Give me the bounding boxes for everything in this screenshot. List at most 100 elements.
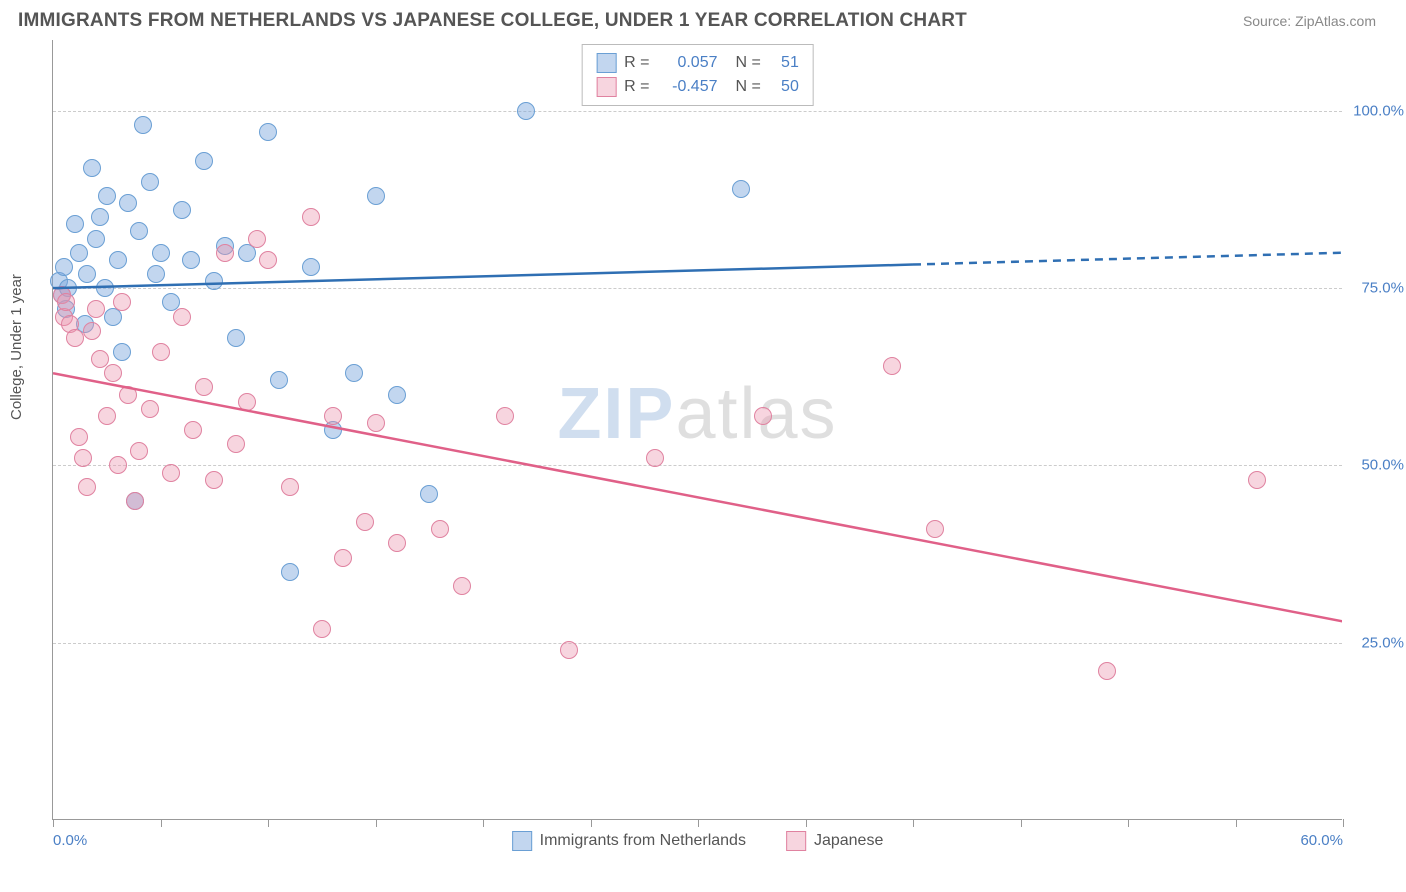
data-point [173, 308, 191, 326]
data-point [227, 329, 245, 347]
legend-n-label: N = [736, 75, 761, 99]
data-point [66, 215, 84, 233]
data-point [130, 222, 148, 240]
data-point [98, 187, 116, 205]
data-point [126, 492, 144, 510]
data-point [113, 293, 131, 311]
data-point [431, 520, 449, 538]
legend-label: Japanese [814, 832, 883, 850]
chart-title: IMMIGRANTS FROM NETHERLANDS VS JAPANESE … [18, 10, 967, 32]
data-point [184, 421, 202, 439]
legend-swatch [512, 831, 532, 851]
data-point [98, 407, 116, 425]
data-point [302, 208, 320, 226]
data-point [91, 208, 109, 226]
data-point [66, 329, 84, 347]
data-point [259, 123, 277, 141]
data-point [119, 386, 137, 404]
data-point [195, 152, 213, 170]
legend-r-label: R = [624, 51, 649, 75]
data-point [83, 322, 101, 340]
legend-swatch [786, 831, 806, 851]
legend-item: Immigrants from Netherlands [512, 831, 746, 851]
y-tick-label: 100.0% [1353, 102, 1404, 119]
legend-n-value: 51 [769, 51, 799, 75]
gridline-h [53, 288, 1342, 289]
x-tick [591, 819, 592, 827]
data-point [109, 456, 127, 474]
data-point [130, 442, 148, 460]
data-point [1248, 471, 1266, 489]
data-point [216, 244, 234, 262]
legend-n-label: N = [736, 51, 761, 75]
data-point [96, 279, 114, 297]
gridline-h [53, 643, 1342, 644]
data-point [74, 449, 92, 467]
y-tick-label: 50.0% [1361, 457, 1404, 474]
data-point [173, 201, 191, 219]
watermark-zip: ZIP [557, 374, 675, 454]
data-point [270, 371, 288, 389]
data-point [78, 265, 96, 283]
x-tick [1021, 819, 1022, 827]
data-point [57, 293, 75, 311]
x-tick [698, 819, 699, 827]
data-point [141, 400, 159, 418]
chart-container: College, Under 1 year ZIPatlas 25.0%50.0… [18, 40, 1388, 880]
x-tick-label: 0.0% [53, 832, 87, 849]
data-point [70, 428, 88, 446]
data-point [195, 378, 213, 396]
chart-header: IMMIGRANTS FROM NETHERLANDS VS JAPANESE … [0, 0, 1406, 38]
legend-swatch [596, 77, 616, 97]
data-point [83, 159, 101, 177]
data-point [420, 485, 438, 503]
data-point [646, 449, 664, 467]
plot-area: ZIPatlas 25.0%50.0%75.0%100.0%0.0%60.0%R… [52, 40, 1342, 820]
source-label: Source: ZipAtlas.com [1243, 13, 1376, 29]
gridline-h [53, 465, 1342, 466]
data-point [1098, 662, 1116, 680]
data-point [388, 534, 406, 552]
legend-r-label: R = [624, 75, 649, 99]
x-tick [1343, 819, 1344, 827]
data-point [87, 230, 105, 248]
data-point [87, 300, 105, 318]
y-axis-label: College, Under 1 year [8, 274, 25, 420]
data-point [55, 258, 73, 276]
x-tick [53, 819, 54, 827]
data-point [313, 620, 331, 638]
x-tick [376, 819, 377, 827]
x-tick [1236, 819, 1237, 827]
data-point [162, 464, 180, 482]
trend-lines [53, 40, 1342, 819]
legend-row: R =0.057N =51 [596, 51, 799, 75]
data-point [754, 407, 772, 425]
y-tick-label: 25.0% [1361, 634, 1404, 651]
legend-series: Immigrants from Netherlands Japanese [512, 831, 884, 851]
data-point [517, 102, 535, 120]
x-tick-label: 60.0% [1300, 832, 1343, 849]
data-point [302, 258, 320, 276]
data-point [119, 194, 137, 212]
data-point [926, 520, 944, 538]
data-point [345, 364, 363, 382]
data-point [113, 343, 131, 361]
data-point [134, 116, 152, 134]
data-point [324, 407, 342, 425]
x-tick [161, 819, 162, 827]
data-point [238, 393, 256, 411]
data-point [248, 230, 266, 248]
legend-swatch [596, 53, 616, 73]
x-tick [483, 819, 484, 827]
data-point [182, 251, 200, 269]
data-point [496, 407, 514, 425]
data-point [281, 563, 299, 581]
legend-n-value: 50 [769, 75, 799, 99]
data-point [334, 549, 352, 567]
x-tick [1128, 819, 1129, 827]
data-point [259, 251, 277, 269]
x-tick [806, 819, 807, 827]
data-point [388, 386, 406, 404]
data-point [109, 251, 127, 269]
data-point [560, 641, 578, 659]
